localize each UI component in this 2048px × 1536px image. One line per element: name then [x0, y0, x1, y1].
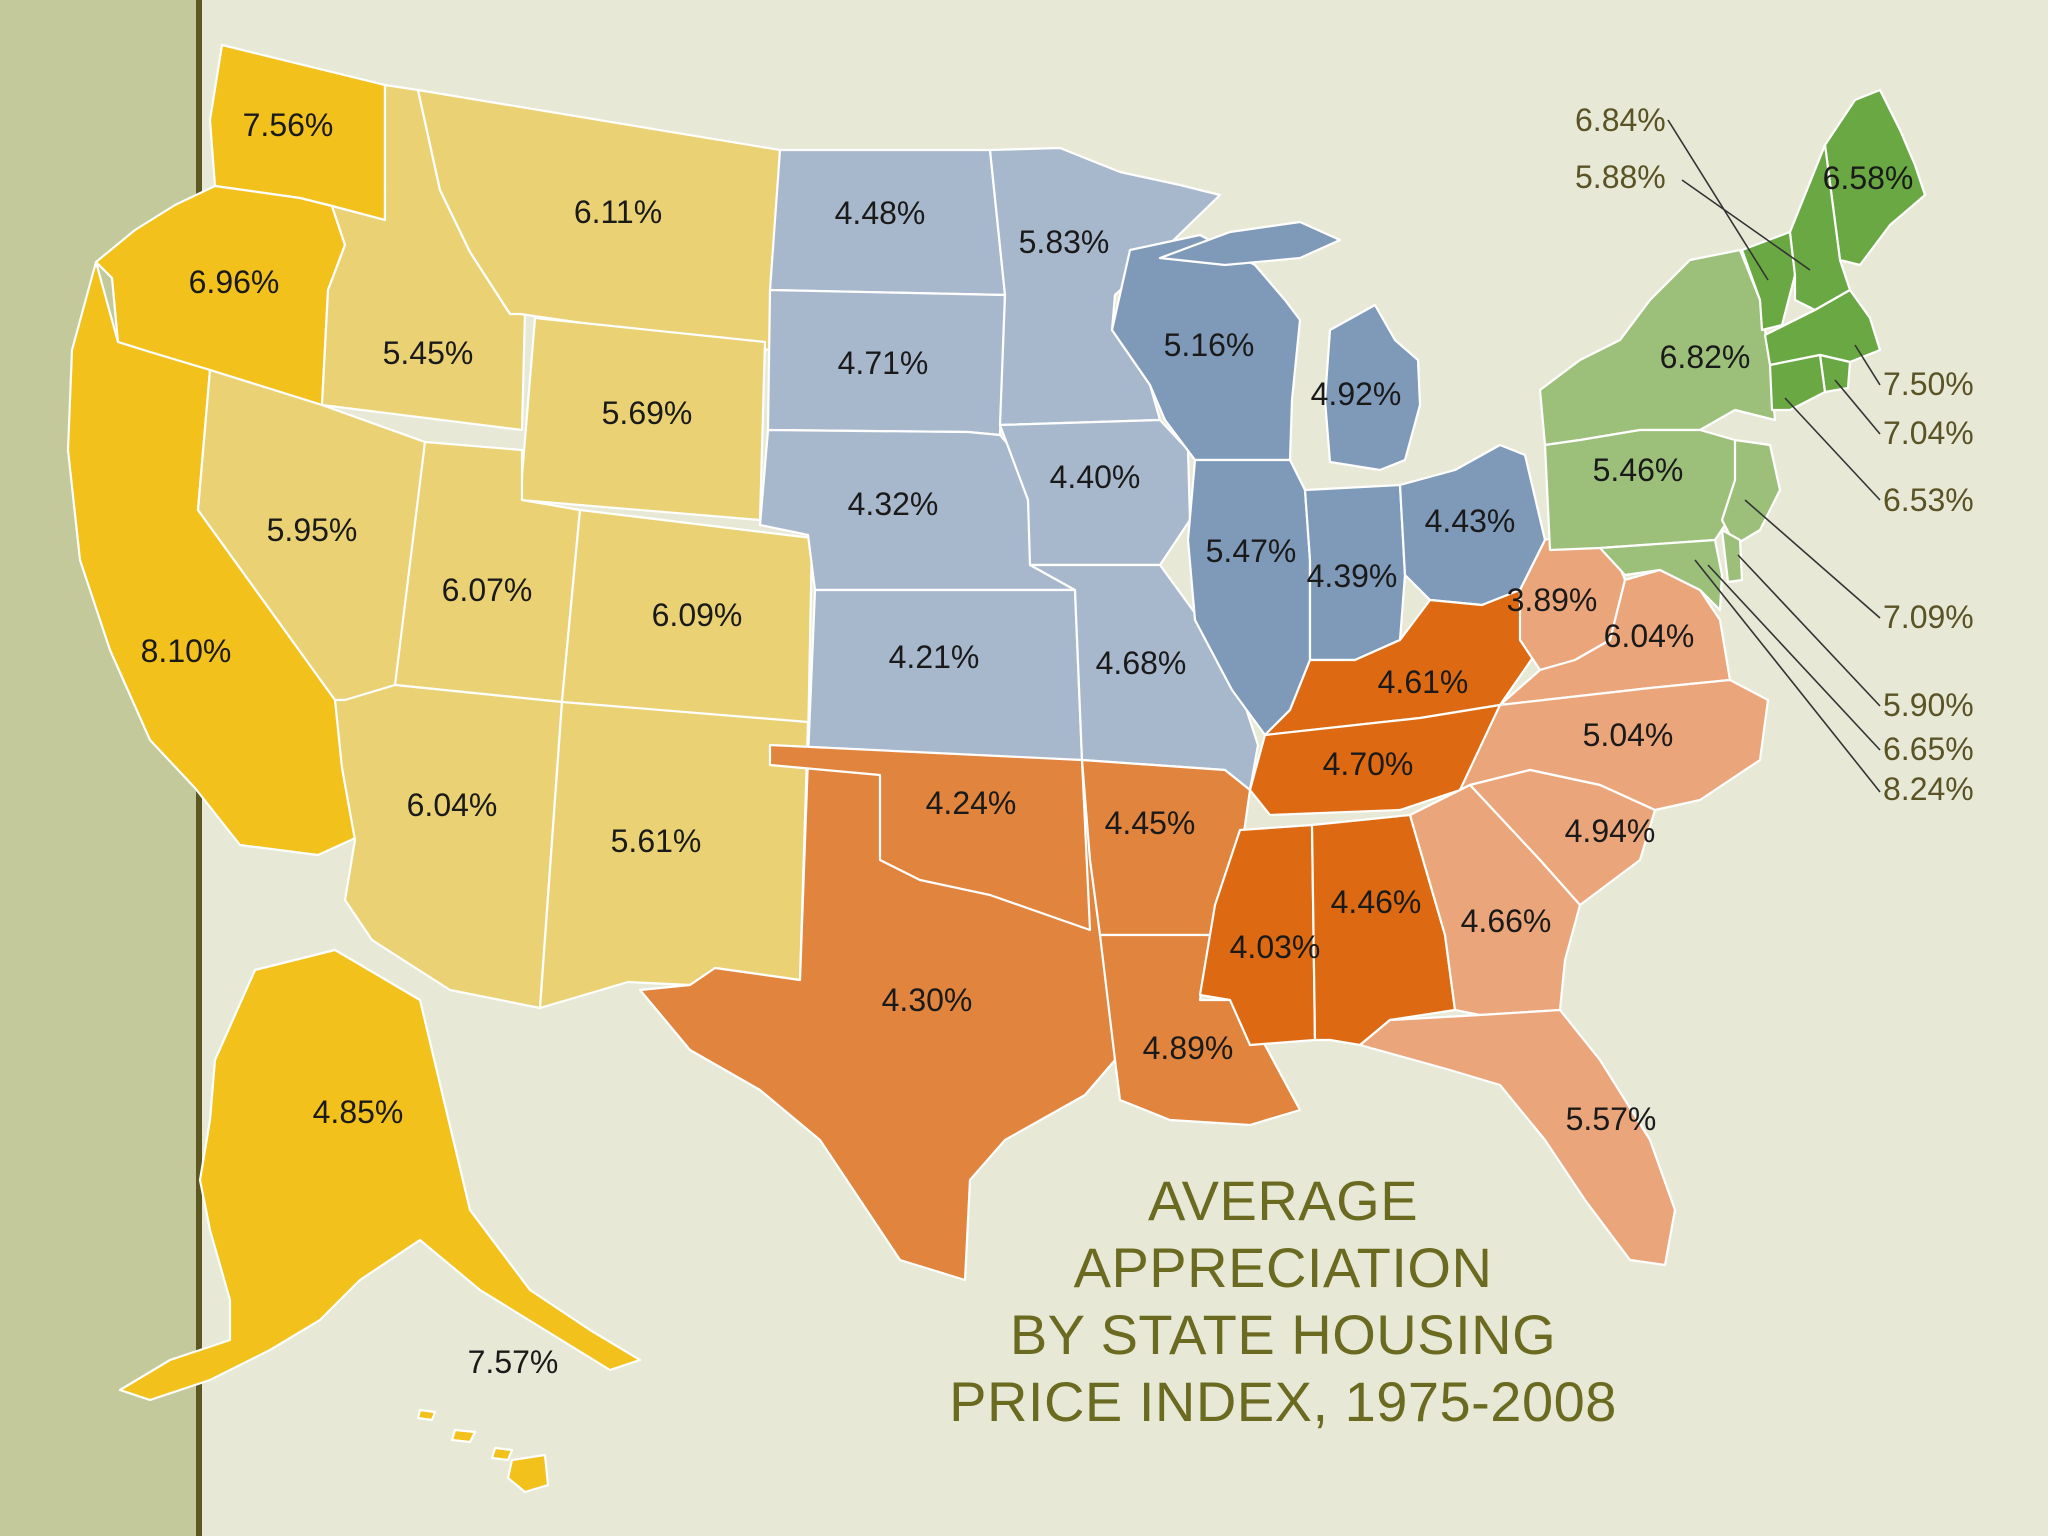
state-value-ky: 4.61% [1378, 664, 1469, 700]
leader-line-de [1737, 554, 1881, 707]
state-value-me: 6.58% [1823, 160, 1914, 196]
state-value-va: 6.04% [1604, 618, 1695, 654]
state-value-dc: 8.24% [1883, 771, 1974, 807]
state-value-ne: 4.32% [848, 486, 939, 522]
state-value-nj: 7.09% [1883, 599, 1974, 635]
state-value-mo: 4.68% [1096, 645, 1187, 681]
state-value-nc: 5.04% [1583, 717, 1674, 753]
state-value-co: 6.09% [652, 597, 743, 633]
state-mi [1158, 220, 1422, 472]
state-value-ar: 4.45% [1105, 805, 1196, 841]
state-value-ca: 8.10% [141, 633, 232, 669]
state-value-fl: 5.57% [1566, 1101, 1657, 1137]
leader-line-vt [1667, 119, 1769, 281]
state-value-tn: 4.70% [1323, 746, 1414, 782]
state-value-id: 5.45% [383, 335, 474, 371]
state-value-nm: 5.61% [611, 823, 702, 859]
state-pa [1543, 428, 1747, 552]
title-line-2: APPRECIATION [1074, 1236, 1493, 1299]
state-value-oh: 4.43% [1425, 503, 1516, 539]
state-value-ok: 4.24% [926, 785, 1017, 821]
state-value-ct: 6.53% [1883, 482, 1974, 518]
leader-line-ri [1834, 379, 1881, 435]
state-value-pa: 5.46% [1593, 452, 1684, 488]
state-value-wi: 5.16% [1164, 327, 1255, 363]
state-fl [1358, 1008, 1677, 1267]
state-value-wy: 5.69% [602, 395, 693, 431]
state-value-tx: 4.30% [882, 982, 973, 1018]
leader-line-nj [1744, 499, 1881, 619]
state-ia [998, 418, 1192, 567]
state-value-mt: 6.11% [574, 194, 662, 230]
state-value-de: 5.90% [1883, 687, 1974, 723]
title-line-3: BY STATE HOUSING [1010, 1303, 1556, 1366]
state-value-ma: 7.50% [1883, 366, 1974, 402]
state-value-ny: 6.82% [1660, 339, 1751, 375]
state-value-az: 6.04% [407, 787, 498, 823]
state-value-sc: 4.94% [1565, 813, 1656, 849]
state-ca [66, 260, 364, 857]
state-value-hi: 7.57% [468, 1344, 559, 1380]
state-ok [768, 743, 1092, 932]
state-value-ia: 4.40% [1050, 459, 1141, 495]
states-layer [66, 43, 1927, 1494]
state-value-wv: 3.89% [1507, 582, 1598, 618]
state-mo [1028, 563, 1260, 792]
value-labels: 7.56% 6.96% 8.10% 4.85% 7.57% 5.45% 6.11% 5.69%… [141, 102, 1974, 1380]
leader-line-nh [1681, 179, 1811, 271]
state-value-ri: 7.04% [1883, 415, 1974, 451]
leader-line-ct [1784, 397, 1881, 501]
state-value-il: 5.47% [1206, 533, 1297, 569]
title-line-1: AVERAGE [1148, 1169, 1418, 1232]
title-line-4: PRICE INDEX, 1975-2008 [949, 1370, 1617, 1433]
leader-line-ma [1854, 344, 1881, 386]
state-ct [1768, 353, 1827, 412]
state-value-md: 6.65% [1883, 731, 1974, 767]
state-value-vt: 6.84% [1575, 102, 1666, 138]
state-value-nd: 4.48% [835, 195, 926, 231]
state-value-ut: 6.07% [442, 572, 533, 608]
state-md [1598, 538, 1724, 612]
state-value-mi: 4.92% [1311, 376, 1402, 412]
state-value-nh: 5.88% [1575, 159, 1666, 195]
state-value-ga: 4.66% [1461, 903, 1552, 939]
state-hi [416, 1408, 550, 1494]
state-value-or: 6.96% [189, 264, 280, 300]
state-ga [1408, 783, 1582, 1017]
state-value-ak: 4.85% [313, 1094, 404, 1130]
state-value-nv: 5.95% [267, 512, 358, 548]
state-me [1823, 88, 1927, 267]
state-value-wa: 7.56% [243, 107, 334, 143]
state-de [1720, 528, 1744, 584]
state-value-ms: 4.03% [1230, 929, 1321, 965]
state-ks [806, 588, 1084, 762]
state-value-al: 4.46% [1331, 884, 1422, 920]
state-value-mn: 5.83% [1019, 224, 1110, 260]
state-value-la: 4.89% [1143, 1030, 1234, 1066]
state-ak [118, 948, 642, 1402]
state-value-in: 4.39% [1307, 558, 1398, 594]
state-value-sd: 4.71% [838, 345, 929, 381]
leader-lines [1667, 119, 1881, 793]
leader-line-dc [1694, 559, 1881, 793]
state-value-ks: 4.21% [889, 639, 980, 675]
leader-line-md [1707, 564, 1881, 751]
